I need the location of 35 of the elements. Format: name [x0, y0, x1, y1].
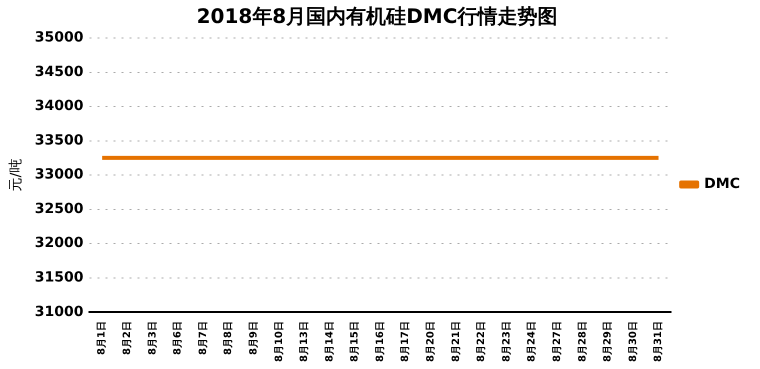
x-tick-label: 8月28日	[577, 321, 588, 362]
x-tick-label: 8月1日	[96, 321, 108, 356]
y-axis-title: 元/吨	[8, 158, 24, 192]
x-tick-label: 8月7日	[198, 321, 209, 356]
x-tick-label: 8月23日	[501, 321, 512, 362]
y-tick-label: 35000	[34, 30, 84, 46]
x-tick-label: 8月29日	[602, 321, 614, 362]
y-tick-label: 32000	[34, 235, 84, 252]
y-tick-label: 33500	[34, 132, 84, 148]
x-tick-label: 8月16日	[374, 321, 386, 362]
y-tick-label: 33000	[34, 166, 84, 183]
x-tick-label: 8月21日	[450, 321, 462, 362]
chart-title: 2018年8月国内有机硅DMC行情走势图	[196, 4, 558, 28]
x-tick-label: 8月27日	[552, 321, 563, 362]
x-tick-label: 8月17日	[400, 321, 412, 362]
x-tick-label: 8月15日	[350, 321, 361, 362]
y-tick-label: 32500	[34, 200, 84, 217]
legend-label: DMC	[704, 176, 740, 192]
x-tick-label: 8月30日	[628, 321, 639, 362]
x-tick-label: 8月24日	[526, 321, 538, 362]
x-tick-label: 8月2日	[122, 321, 134, 356]
y-tick-label: 34500	[34, 64, 84, 80]
x-tick-label: 8月8日	[223, 321, 234, 356]
y-tick-label: 31500	[34, 270, 84, 286]
x-tick-label: 8月31日	[653, 321, 664, 362]
x-tick-label: 8月9日	[248, 321, 260, 356]
x-tick-label: 8月6日	[172, 321, 184, 356]
x-tick-label: 8月20日	[426, 321, 437, 362]
x-tick-label: 8月22日	[476, 321, 488, 362]
y-tick-label: 31000	[34, 304, 84, 320]
x-tick-label: 8月14日	[324, 321, 336, 362]
x-tick-label: 8月13日	[299, 321, 310, 362]
x-tick-label: 8月3日	[147, 321, 158, 356]
x-tick-label: 8月10日	[274, 321, 285, 362]
y-tick-label: 34000	[34, 98, 84, 114]
